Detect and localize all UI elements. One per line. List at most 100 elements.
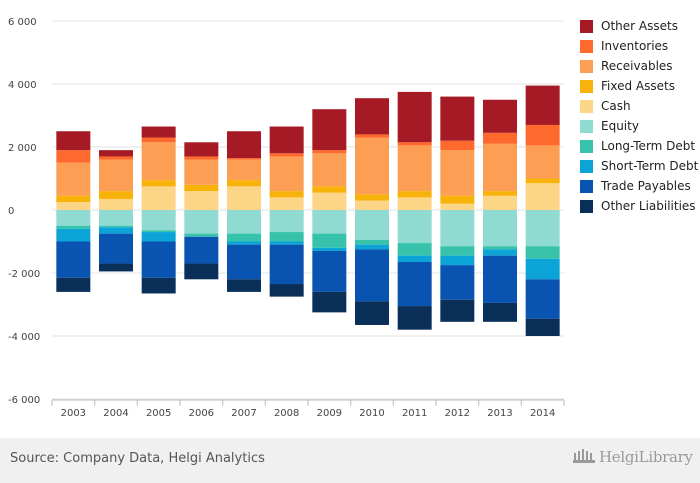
bar-segment-other-assets[interactable] [440,96,475,141]
bar-segment-inventories[interactable] [525,124,560,146]
bar-segment-other-liabilities[interactable] [56,277,91,292]
legend-item-fixed-assets[interactable]: Fixed Assets [580,76,698,96]
bar-segment-long-term-debt[interactable] [227,233,261,242]
bar-segment-trade-payables[interactable] [269,244,304,285]
bar-segment-trade-payables[interactable] [141,241,176,278]
bar-segment-other-liabilities[interactable] [312,291,347,313]
bar-segment-inventories[interactable] [397,142,432,146]
bar-segment-trade-payables[interactable] [355,249,389,302]
bar-segment-equity[interactable] [227,210,261,234]
bar-segment-long-term-debt[interactable] [269,232,304,242]
bar-segment-short-term-debt[interactable] [440,255,475,266]
bar-segment-fixed-assets[interactable] [525,178,560,184]
bar-segment-fixed-assets[interactable] [56,195,91,203]
bar-segment-cash[interactable] [312,192,347,210]
bar-segment-receivables[interactable] [99,159,133,192]
bar-segment-short-term-debt[interactable] [141,232,176,242]
bar-segment-short-term-debt[interactable] [525,258,560,280]
bar-segment-inventories[interactable] [440,140,475,151]
bar-segment-long-term-debt[interactable] [99,225,133,228]
bar-segment-other-assets[interactable] [525,85,560,125]
bar-segment-short-term-debt[interactable] [269,241,304,245]
bar-segment-receivables[interactable] [440,150,475,196]
bar-segment-receivables[interactable] [525,145,560,179]
legend-item-short-term-debt[interactable]: Short-Term Debt [580,156,698,176]
bar-segment-other-assets[interactable] [99,150,133,157]
bar-segment-cash[interactable] [483,195,517,210]
bar-segment-other-assets[interactable] [56,131,91,151]
bar-segment-fixed-assets[interactable] [440,195,475,204]
bar-segment-equity[interactable] [99,210,133,226]
bar-segment-other-liabilities[interactable] [184,263,219,280]
bar-segment-receivables[interactable] [227,159,261,181]
bar-segment-inventories[interactable] [355,134,389,138]
bar-segment-equity[interactable] [525,210,560,247]
bar-segment-cash[interactable] [525,183,560,210]
bar-segment-cash[interactable] [440,203,475,210]
bar-segment-short-term-debt[interactable] [355,244,389,250]
bar-segment-long-term-debt[interactable] [355,239,389,245]
bar-segment-equity[interactable] [440,210,475,247]
bar-segment-receivables[interactable] [397,145,432,192]
bar-segment-trade-payables[interactable] [56,241,91,278]
bar-segment-short-term-debt[interactable] [312,247,347,251]
bar-segment-cash[interactable] [397,197,432,210]
legend-item-other-assets[interactable]: Other Assets [580,16,698,36]
bar-segment-trade-payables[interactable] [99,233,133,264]
bar-segment-other-liabilities[interactable] [269,284,304,297]
brand[interactable]: HelgiLibrary [572,448,693,466]
bar-segment-fixed-assets[interactable] [227,180,261,187]
bar-segment-trade-payables[interactable] [184,236,219,264]
bar-segment-fixed-assets[interactable] [312,186,347,193]
bar-segment-fixed-assets[interactable] [184,184,219,192]
bar-segment-cash[interactable] [56,202,91,210]
legend-item-other-liabilities[interactable]: Other Liabilities [580,196,698,216]
bar-segment-long-term-debt[interactable] [56,225,91,229]
legend-item-equity[interactable]: Equity [580,116,698,136]
bar-segment-other-assets[interactable] [397,91,432,143]
bar-segment-other-assets[interactable] [269,126,304,154]
bar-segment-equity[interactable] [269,210,304,233]
bar-segment-inventories[interactable] [269,153,304,157]
bar-segment-receivables[interactable] [355,137,389,195]
bar-segment-trade-payables[interactable] [483,255,517,303]
bar-segment-cash[interactable] [184,191,219,210]
bar-segment-long-term-debt[interactable] [525,246,560,259]
bar-segment-cash[interactable] [269,197,304,210]
bar-segment-equity[interactable] [312,210,347,234]
bar-segment-other-liabilities[interactable] [440,299,475,322]
legend-item-inventories[interactable]: Inventories [580,36,698,56]
bar-segment-other-liabilities[interactable] [227,279,261,292]
bar-segment-equity[interactable] [397,210,432,244]
bar-segment-short-term-debt[interactable] [483,249,517,256]
bar-segment-trade-payables[interactable] [525,279,560,319]
bar-segment-other-assets[interactable] [355,98,389,135]
bar-segment-inventories[interactable] [184,156,219,160]
bar-segment-receivables[interactable] [56,162,91,196]
bar-segment-trade-payables[interactable] [440,265,475,300]
bar-segment-cash[interactable] [355,200,389,210]
bar-segment-other-assets[interactable] [312,109,347,151]
bar-segment-short-term-debt[interactable] [99,227,133,234]
bar-segment-other-assets[interactable] [141,126,176,138]
bar-segment-equity[interactable] [56,210,91,226]
bar-segment-short-term-debt[interactable] [227,241,261,245]
bar-segment-inventories[interactable] [141,137,176,143]
legend-item-cash[interactable]: Cash [580,96,698,116]
bar-segment-other-liabilities[interactable] [355,301,389,325]
bar-segment-receivables[interactable] [141,142,176,181]
legend-item-receivables[interactable]: Receivables [580,56,698,76]
bar-segment-cash[interactable] [141,186,176,210]
legend-item-trade-payables[interactable]: Trade Payables [580,176,698,196]
bar-segment-long-term-debt[interactable] [184,233,219,237]
bar-segment-long-term-debt[interactable] [483,246,517,250]
bar-segment-other-liabilities[interactable] [141,277,176,294]
bar-segment-other-liabilities[interactable] [99,263,133,272]
bar-segment-other-liabilities[interactable] [397,306,432,330]
bar-segment-long-term-debt[interactable] [312,233,347,248]
bar-segment-long-term-debt[interactable] [397,243,432,256]
bar-segment-receivables[interactable] [312,153,347,187]
bar-segment-other-assets[interactable] [483,99,517,133]
bar-segment-fixed-assets[interactable] [397,191,432,198]
bar-segment-trade-payables[interactable] [312,250,347,292]
